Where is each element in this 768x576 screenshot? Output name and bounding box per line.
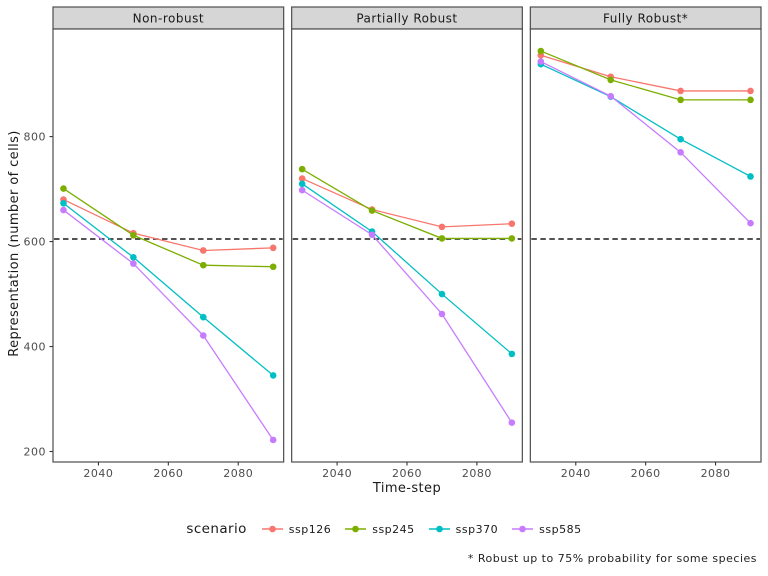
x-tick-label: 2040 [561,467,591,480]
legend-key-icon [512,525,534,533]
facet-strip-label: Fully Robust* [603,12,688,26]
series-line-ssp370 [301,183,513,355]
facet-strip-label: Partially Robust [356,12,457,26]
data-point-ssp370 [298,180,306,188]
y-tick-label: 800 [24,131,47,144]
data-point-ssp245 [269,263,277,271]
x-tick-label: 2060 [392,467,422,480]
data-point-ssp585 [368,231,376,239]
panel-background [52,28,285,463]
series-line-ssp585 [63,209,274,441]
x-tick-label: 2060 [631,467,661,480]
series-line-ssp245 [63,188,274,268]
data-point-ssp245 [298,165,306,173]
panel-background [291,28,523,463]
legend-item-ssp245: ssp245 [344,523,414,536]
x-tick-label: 2080 [462,467,492,480]
y-tick-label: 400 [24,341,47,354]
data-point-ssp245 [537,47,545,55]
data-point-ssp585 [508,419,516,426]
panel-background [529,28,762,463]
legend: scenario ssp126 ssp245 ssp370 ssp585 [0,517,768,541]
legend-item-ssp370: ssp370 [428,523,498,536]
data-point-ssp370 [677,135,684,143]
x-axis-title: Time-step [372,481,442,496]
data-point-ssp370 [269,372,277,379]
series-line-ssp126 [63,198,274,252]
legend-key-icon [345,525,367,533]
x-tick-label: 2080 [701,467,731,480]
data-point-ssp126 [677,87,684,95]
data-point-ssp585 [130,260,137,267]
x-tick-label: 2060 [153,467,183,480]
legend-item-ssp585: ssp585 [511,523,581,536]
facet-strip-label: Non-robust [133,12,204,26]
data-point-ssp585 [607,92,615,100]
data-point-ssp245 [130,231,137,239]
legend-label: ssp370 [455,522,499,536]
data-point-ssp370 [60,199,67,207]
data-point-ssp126 [298,175,306,182]
data-point-ssp585 [537,58,545,65]
data-point-ssp585 [199,332,207,339]
legend-items: ssp126 ssp245 ssp370 ssp585 [261,523,582,536]
series-line-ssp370 [63,202,274,376]
data-point-ssp245 [199,261,207,269]
legend-title: scenario [186,521,247,537]
series-line-ssp585 [301,189,513,423]
data-point-ssp585 [269,436,277,444]
series-line-ssp370 [540,63,751,178]
data-point-ssp585 [298,186,306,194]
data-point-ssp245 [677,96,684,104]
series-line-ssp585 [540,60,751,224]
data-point-ssp245 [438,235,446,242]
data-point-ssp245 [508,235,516,242]
legend-label: ssp585 [539,522,582,536]
data-point-ssp585 [60,206,67,214]
series-line-ssp126 [301,177,512,228]
legend-label: ssp245 [372,522,415,536]
data-point-ssp245 [607,76,615,84]
footnote: * Robust up to 75% probability for some … [467,552,757,565]
series-line-ssp245 [301,168,512,240]
data-point-ssp585 [438,310,446,318]
x-tick-label: 2080 [223,467,253,480]
data-point-ssp245 [60,185,67,192]
x-tick-label: 2040 [322,467,352,480]
data-point-ssp126 [199,247,207,254]
y-tick-label: 600 [24,236,47,249]
y-tick-label: 200 [24,446,47,459]
data-point-ssp245 [747,96,754,104]
y-axis-title: Representation (number of cells) [7,130,22,357]
data-point-ssp370 [747,173,754,180]
data-point-ssp370 [438,290,446,298]
data-point-ssp126 [508,220,516,228]
data-point-ssp126 [438,223,446,231]
data-point-ssp370 [130,254,137,261]
data-point-ssp126 [747,87,754,95]
data-point-ssp370 [508,350,516,358]
data-point-ssp585 [677,149,684,156]
legend-item-ssp126: ssp126 [261,523,331,536]
data-point-ssp370 [199,313,207,321]
data-point-ssp585 [747,219,754,227]
data-point-ssp126 [269,244,277,252]
legend-key-icon [261,525,283,533]
legend-key-icon [428,525,450,533]
series-line-ssp245 [540,50,751,101]
x-tick-label: 2040 [83,467,113,480]
legend-label: ssp126 [288,522,332,536]
data-point-ssp245 [368,207,376,214]
